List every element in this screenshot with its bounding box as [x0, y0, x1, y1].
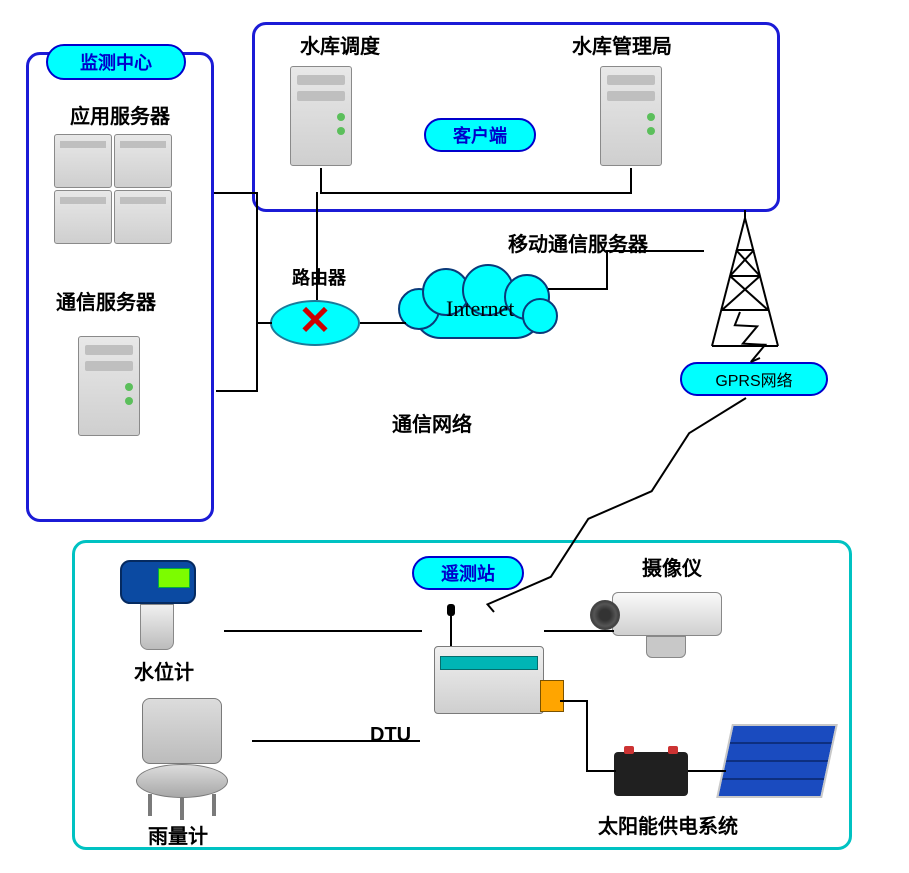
rain-gauge-label: 雨量计 — [148, 820, 208, 849]
internet-label: Internet — [446, 296, 514, 322]
solar-panel-icon — [716, 724, 838, 798]
comm-server-icon — [78, 336, 140, 436]
reservoir-dispatch-server-icon — [290, 66, 352, 166]
client-title: 客户端 — [453, 122, 507, 148]
comm-server-label: 通信服务器 — [56, 286, 156, 315]
tower-icon — [700, 210, 790, 350]
reservoir-dispatch-label: 水库调度 — [300, 30, 380, 59]
diagram-stage: 监测中心 应用服务器 通信服务器 水库调度 水库管理局 客户端 路由器 Inte… — [0, 0, 909, 873]
gprs-label: GPRS网络 — [715, 367, 792, 391]
reservoir-admin-label: 水库管理局 — [572, 30, 672, 59]
camera-label: 摄像仪 — [642, 552, 702, 581]
solar-power-label: 太阳能供电系统 — [598, 810, 738, 839]
router-icon — [270, 300, 360, 346]
monitoring-center-title-pill: 监测中心 — [46, 44, 186, 80]
app-server-label: 应用服务器 — [70, 100, 170, 129]
battery-icon — [614, 752, 688, 796]
dtu-device-icon — [414, 620, 564, 720]
telemetry-title-pill: 遥测站 — [412, 556, 524, 590]
client-title-pill: 客户端 — [424, 118, 536, 152]
dtu-label: DTU — [370, 724, 411, 747]
comm-network-label: 通信网络 — [392, 408, 472, 437]
gprs-network-pill: GPRS网络 — [680, 362, 828, 396]
router-label: 路由器 — [292, 264, 346, 290]
reservoir-admin-server-icon — [600, 66, 662, 166]
water-level-label: 水位计 — [134, 656, 194, 685]
monitoring-center-title: 监测中心 — [80, 49, 152, 75]
app-server-icon — [54, 134, 174, 246]
telemetry-title: 遥测站 — [441, 560, 495, 586]
internet-cloud-icon: Internet — [398, 264, 558, 354]
mobile-comm-server-label: 移动通信服务器 — [508, 228, 648, 257]
